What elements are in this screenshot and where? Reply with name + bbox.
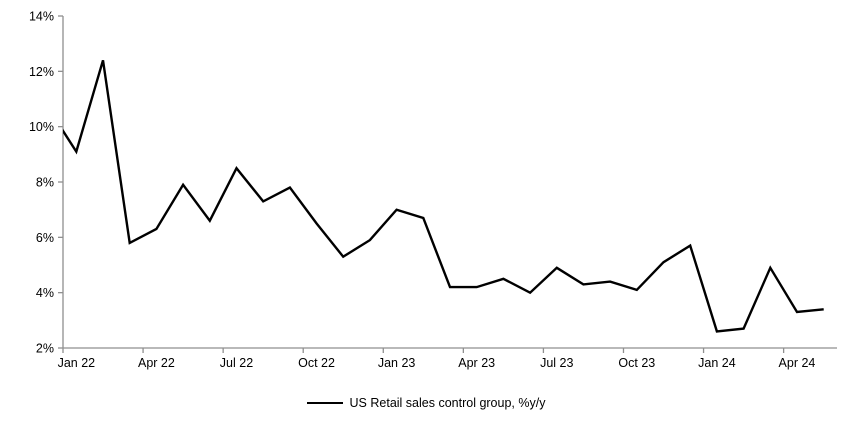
y-tick-label: 12%	[29, 65, 54, 79]
legend-line-sample	[306, 402, 343, 404]
y-tick-label: 10%	[29, 120, 54, 134]
axes: 2% 4% 6% 8% 10% 12% 14% Jan 22 Apr 22 Jul 22 Oct 2…	[29, 10, 837, 370]
x-tick-label: Jan 24	[698, 356, 736, 370]
x-tick-label: Oct 22	[298, 356, 335, 370]
x-tick-label: Jul 23	[540, 356, 573, 370]
y-tick-label: 8%	[36, 176, 54, 190]
retail-sales-series-line	[63, 59, 824, 333]
x-tick-label: Apr 23	[458, 356, 495, 370]
y-tick-label: 4%	[36, 286, 54, 300]
x-tick-label: Jan 22	[58, 356, 96, 370]
y-tick-label: 14%	[29, 10, 54, 24]
x-tick-label: Jul 22	[220, 356, 253, 370]
x-tick-label: Oct 23	[618, 356, 655, 370]
legend-series-label: US Retail sales control group, %y/y	[349, 396, 546, 410]
y-tick-label: 2%	[36, 342, 54, 356]
chart-legend: US Retail sales control group, %y/y	[0, 396, 852, 410]
x-tick-label: Apr 24	[779, 356, 816, 370]
x-tick-label: Jan 23	[378, 356, 416, 370]
x-tick-label: Apr 22	[138, 356, 175, 370]
y-tick-label: 6%	[36, 231, 54, 245]
